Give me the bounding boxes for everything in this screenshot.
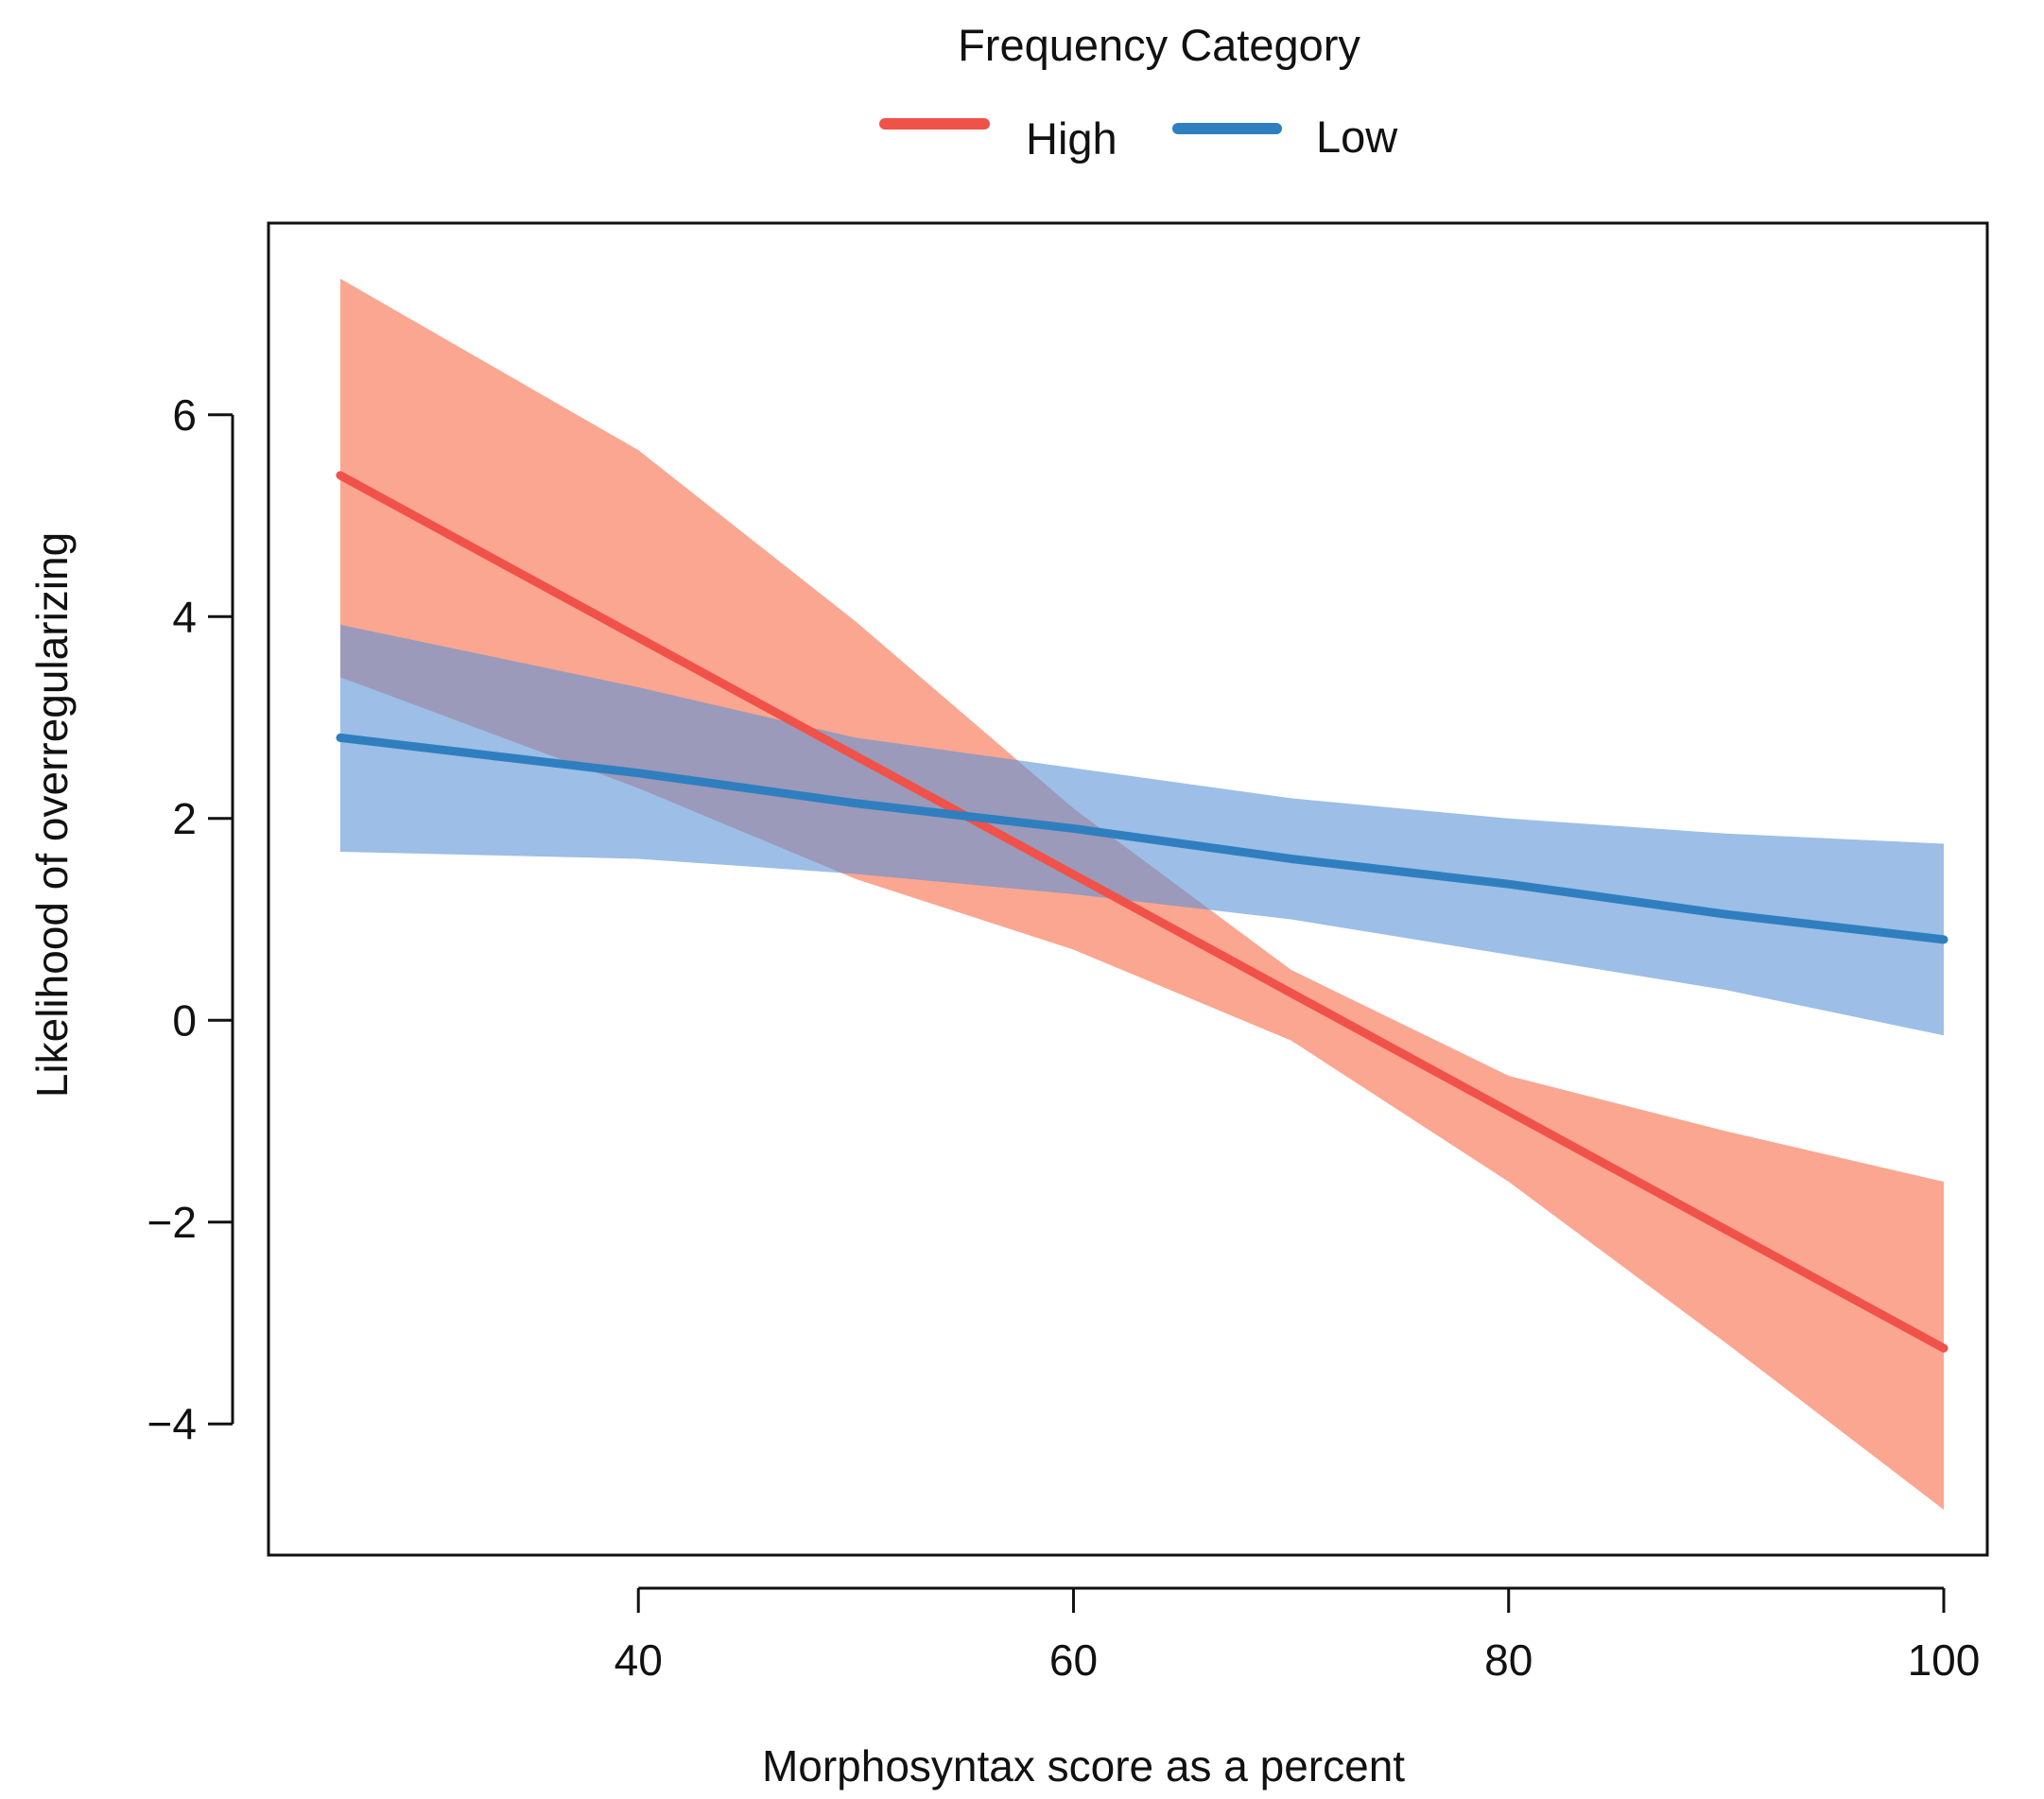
confidence-band-low — [339, 624, 1944, 1036]
y-tick-label--4: −4 — [147, 1399, 197, 1448]
x-tick-label-100: 100 — [1908, 1635, 1981, 1685]
y-axis-title: Likelihood of overregularizing — [27, 532, 77, 1098]
y-tick-label--2: −2 — [147, 1198, 197, 1247]
legend-label-high: High — [1026, 113, 1117, 164]
x-tick-label-40: 40 — [615, 1635, 663, 1685]
series-line-high — [336, 471, 1949, 1353]
legend: Frequency Category High Low — [879, 20, 1398, 164]
x-axis: 40 60 80 100 — [615, 1586, 1981, 1685]
legend-title: Frequency Category — [958, 20, 1360, 70]
legend-label-low: Low — [1316, 112, 1398, 162]
x-tick-label-80: 80 — [1484, 1635, 1533, 1685]
y-tick-label-4: 4 — [172, 592, 197, 641]
confidence-bands — [339, 278, 1944, 1510]
x-tick-label-60: 60 — [1049, 1635, 1098, 1685]
y-tick-label-6: 6 — [172, 390, 197, 440]
x-axis-title: Morphosyntax score as a percent — [762, 1741, 1405, 1790]
fit-lines — [336, 471, 1949, 1353]
series-line-low — [336, 733, 1949, 944]
y-tick-label-2: 2 — [172, 794, 197, 843]
y-axis: −4 −2 0 2 4 6 — [147, 390, 234, 1448]
y-tick-label-0: 0 — [172, 995, 197, 1045]
plot-frame — [267, 221, 1989, 1557]
